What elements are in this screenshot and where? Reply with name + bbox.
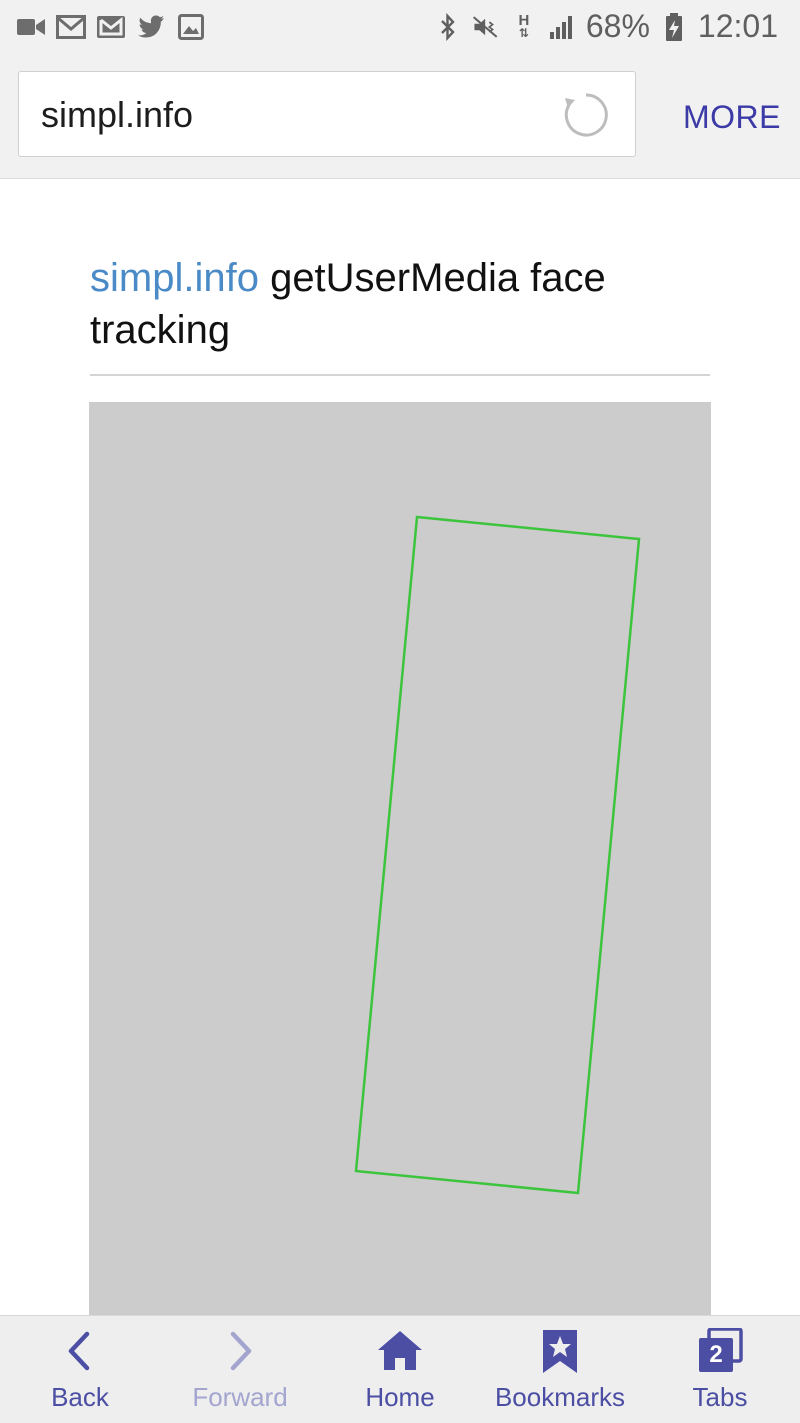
back-button[interactable]: Back [0, 1316, 160, 1423]
forward-button[interactable]: Forward [160, 1316, 320, 1423]
signal-icon [548, 12, 576, 42]
gmail-icon [96, 12, 126, 42]
more-button[interactable]: MORE [683, 99, 781, 135]
chevron-right-icon [215, 1328, 265, 1374]
status-bar: H ⇅ 68% 12:01 [0, 0, 800, 56]
url-text[interactable]: simpl.info [41, 94, 194, 135]
video-canvas [89, 402, 711, 1315]
battery-icon [660, 12, 688, 42]
forward-label: Forward [192, 1382, 288, 1412]
mute-icon [472, 12, 500, 42]
home-label: Home [365, 1382, 435, 1412]
twitter-icon [136, 12, 166, 42]
tabs-button[interactable]: 2 Tabs [640, 1316, 800, 1423]
video-icon [16, 12, 46, 42]
bluetooth-icon [434, 12, 462, 42]
home-button[interactable]: Home [320, 1316, 480, 1423]
browser-toolbar: simpl.info MORE [0, 56, 800, 179]
home-icon [375, 1328, 425, 1374]
tab-count: 2 [709, 1341, 723, 1368]
address-bar[interactable]: simpl.info [18, 71, 636, 157]
battery-percent: 68% [585, 8, 650, 44]
reload-icon[interactable] [563, 92, 609, 138]
bookmarks-button[interactable]: Bookmarks [480, 1316, 640, 1423]
site-link[interactable]: simpl.info [90, 256, 259, 300]
bookmarks-label: Bookmarks [494, 1382, 626, 1412]
mail-icon [56, 12, 86, 42]
page-title: simpl.info getUserMedia face tracking [90, 252, 710, 376]
face-tracking-box [354, 515, 641, 1195]
network-h-icon: H ⇅ [518, 11, 530, 40]
bottom-navigation: Back Forward Home Bookmarks 2 Tabs [0, 1315, 800, 1423]
bookmark-star-icon [535, 1328, 585, 1374]
tabs-icon: 2 [695, 1327, 745, 1374]
clock: 12:01 [697, 8, 778, 44]
back-label: Back [51, 1382, 109, 1412]
system-status: H ⇅ 68% 12:01 [434, 8, 778, 45]
tabs-label: Tabs [692, 1382, 748, 1412]
notification-icons [16, 12, 206, 42]
page-title-text: getUserMedia face tracking [90, 256, 606, 352]
chevron-left-icon [55, 1328, 105, 1374]
image-icon [176, 12, 206, 42]
